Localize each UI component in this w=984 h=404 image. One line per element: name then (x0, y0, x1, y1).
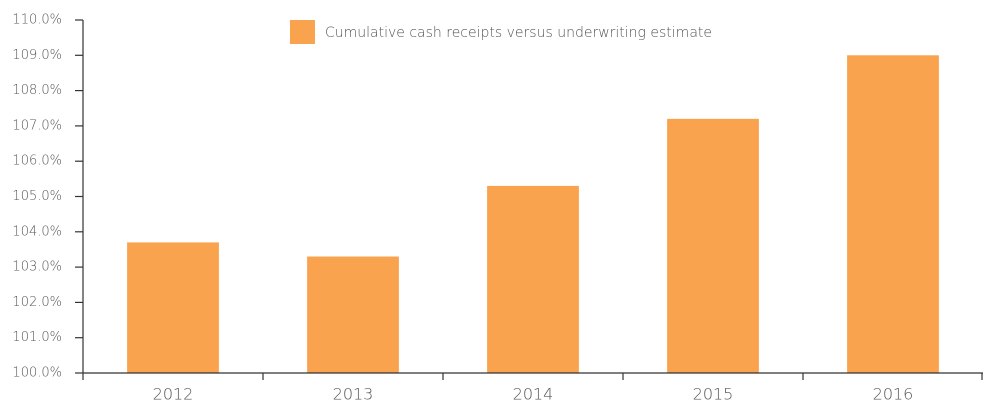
y-tick-label: 107.0% (12, 118, 62, 133)
legend-label: Cumulative cash receipts versus underwri… (325, 25, 712, 41)
x-tick-label: 2016 (873, 385, 914, 404)
y-tick-label: 108.0% (12, 83, 62, 98)
x-tick-label: 2015 (693, 385, 734, 404)
bar (667, 118, 759, 373)
y-tick-label: 103.0% (12, 260, 62, 275)
legend-swatch (290, 20, 315, 44)
y-tick-label: 100.0% (12, 366, 62, 381)
y-tick-label: 105.0% (12, 189, 62, 204)
x-tick-label: 2013 (333, 385, 374, 404)
y-tick-label: 102.0% (12, 295, 62, 310)
x-tick-label: 2014 (513, 385, 554, 404)
bar (307, 256, 399, 373)
x-tick-label: 2012 (153, 385, 194, 404)
bar (847, 55, 939, 374)
y-tick-label: 101.0% (12, 330, 62, 345)
bar (127, 242, 219, 373)
bar (487, 185, 579, 373)
y-tick-label: 110.0% (12, 13, 62, 28)
y-tick-label: 104.0% (12, 224, 62, 239)
y-tick-label: 106.0% (12, 154, 62, 169)
y-tick-label: 109.0% (12, 48, 62, 63)
